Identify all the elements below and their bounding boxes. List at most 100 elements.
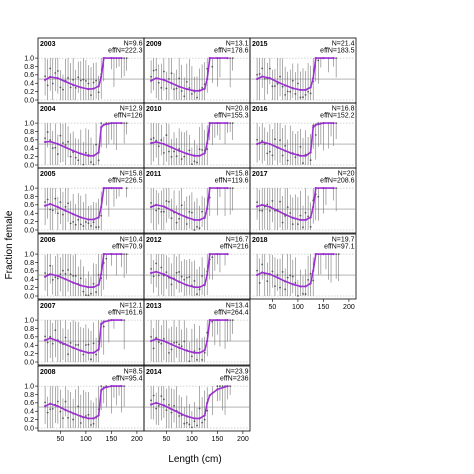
observation-point [168, 404, 170, 406]
fit-point [87, 351, 90, 354]
observation-point [72, 220, 75, 223]
fit-point [322, 121, 325, 125]
fit-point [178, 346, 181, 349]
fit-point [198, 89, 201, 92]
observation-point [304, 93, 307, 96]
fit-point [268, 273, 271, 276]
observation-point [85, 415, 87, 417]
observation-point [92, 422, 95, 425]
panel-year: 2016 [252, 106, 268, 113]
fit-point [314, 123, 317, 126]
y-tick-label: 1.0 [24, 55, 34, 62]
observation-point [160, 139, 163, 141]
fit-point [309, 86, 312, 89]
observation-point [299, 214, 302, 217]
panel-year: 2005 [40, 171, 56, 178]
panel-n: N=13.1 [226, 41, 249, 48]
y-tick-label: 0.0 [24, 359, 34, 366]
observation-point [51, 342, 54, 345]
panel-year: 2008 [40, 369, 56, 376]
observation-point [289, 212, 292, 214]
fit-point [216, 56, 219, 60]
fit-point [155, 337, 158, 341]
fit-point [150, 79, 153, 82]
panel-n: N=8.5 [124, 369, 143, 376]
fit-point [291, 216, 294, 219]
fit-point [92, 154, 95, 157]
observation-point [178, 217, 181, 220]
fit-point [97, 216, 100, 219]
observation-point [67, 76, 69, 79]
observation-point [183, 422, 186, 425]
y-tick-label: 0.2 [24, 417, 34, 424]
observation-point [74, 275, 77, 277]
fit-point [92, 87, 95, 90]
observation-point [168, 78, 170, 80]
fit-point [49, 140, 52, 143]
fit-point [79, 415, 82, 418]
observation-point [150, 399, 153, 402]
fit-point [72, 346, 75, 349]
y-tick-label: 0.4 [24, 277, 34, 284]
observation-point [317, 59, 320, 62]
y-tick-label: 1.0 [24, 251, 34, 258]
panel-effn: effN=97.1 [324, 244, 355, 251]
panel-effn: effN=126 [114, 113, 143, 120]
observation-point [95, 143, 97, 146]
observation-point [229, 385, 232, 387]
observation-point [44, 272, 46, 274]
observation-point [191, 93, 193, 95]
observation-point [82, 78, 85, 81]
observation-point [100, 214, 103, 217]
observation-point [193, 350, 196, 353]
observation-point [125, 57, 128, 59]
fit-point [193, 218, 196, 222]
x-axis-label: Length (cm) [168, 454, 221, 465]
observation-point [79, 277, 82, 280]
observation-point [221, 385, 224, 387]
fit-point [322, 252, 325, 256]
fit-point [120, 318, 123, 322]
observation-point [193, 280, 196, 282]
fit-point [299, 285, 302, 288]
observation-point [56, 400, 59, 403]
observation-point [46, 84, 49, 87]
observation-point [266, 203, 269, 206]
observation-point [191, 163, 193, 166]
observation-point [82, 353, 85, 356]
fit-point [226, 318, 229, 322]
fit-point [64, 80, 67, 83]
panel-frame [143, 299, 251, 366]
observation-point [309, 225, 312, 228]
observation-point [294, 156, 297, 159]
observation-point [284, 215, 287, 217]
observation-point [173, 341, 175, 344]
observation-point [170, 155, 173, 158]
fit-point [79, 86, 82, 89]
observation-point [155, 262, 158, 265]
observation-point [67, 416, 69, 419]
panel-year: 2013 [146, 303, 162, 310]
fit-point [155, 401, 158, 404]
observation-point [44, 335, 46, 338]
fit-point [261, 203, 264, 206]
observation-point [90, 94, 92, 97]
y-tick-label: 0.0 [24, 227, 34, 234]
observation-point [196, 358, 198, 361]
y-tick-label: 0.4 [24, 409, 34, 416]
observation-point [152, 275, 155, 278]
observation-point [183, 155, 186, 158]
observation-point [180, 204, 183, 207]
panel-n: N=12.9 [120, 106, 143, 113]
fit-point [314, 186, 317, 190]
y-axis-label: Fraction female [4, 210, 15, 279]
fit-point [185, 152, 188, 155]
observation-point [196, 424, 198, 427]
observation-point [87, 222, 90, 225]
observation-point [46, 341, 49, 344]
fit-point [100, 126, 103, 129]
observation-point [191, 355, 193, 358]
panel-n: N=20 [338, 171, 355, 178]
observation-point [180, 90, 183, 92]
